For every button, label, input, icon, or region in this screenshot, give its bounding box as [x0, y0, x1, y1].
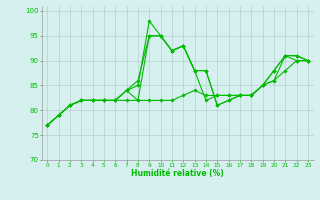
X-axis label: Humidité relative (%): Humidité relative (%) — [131, 169, 224, 178]
